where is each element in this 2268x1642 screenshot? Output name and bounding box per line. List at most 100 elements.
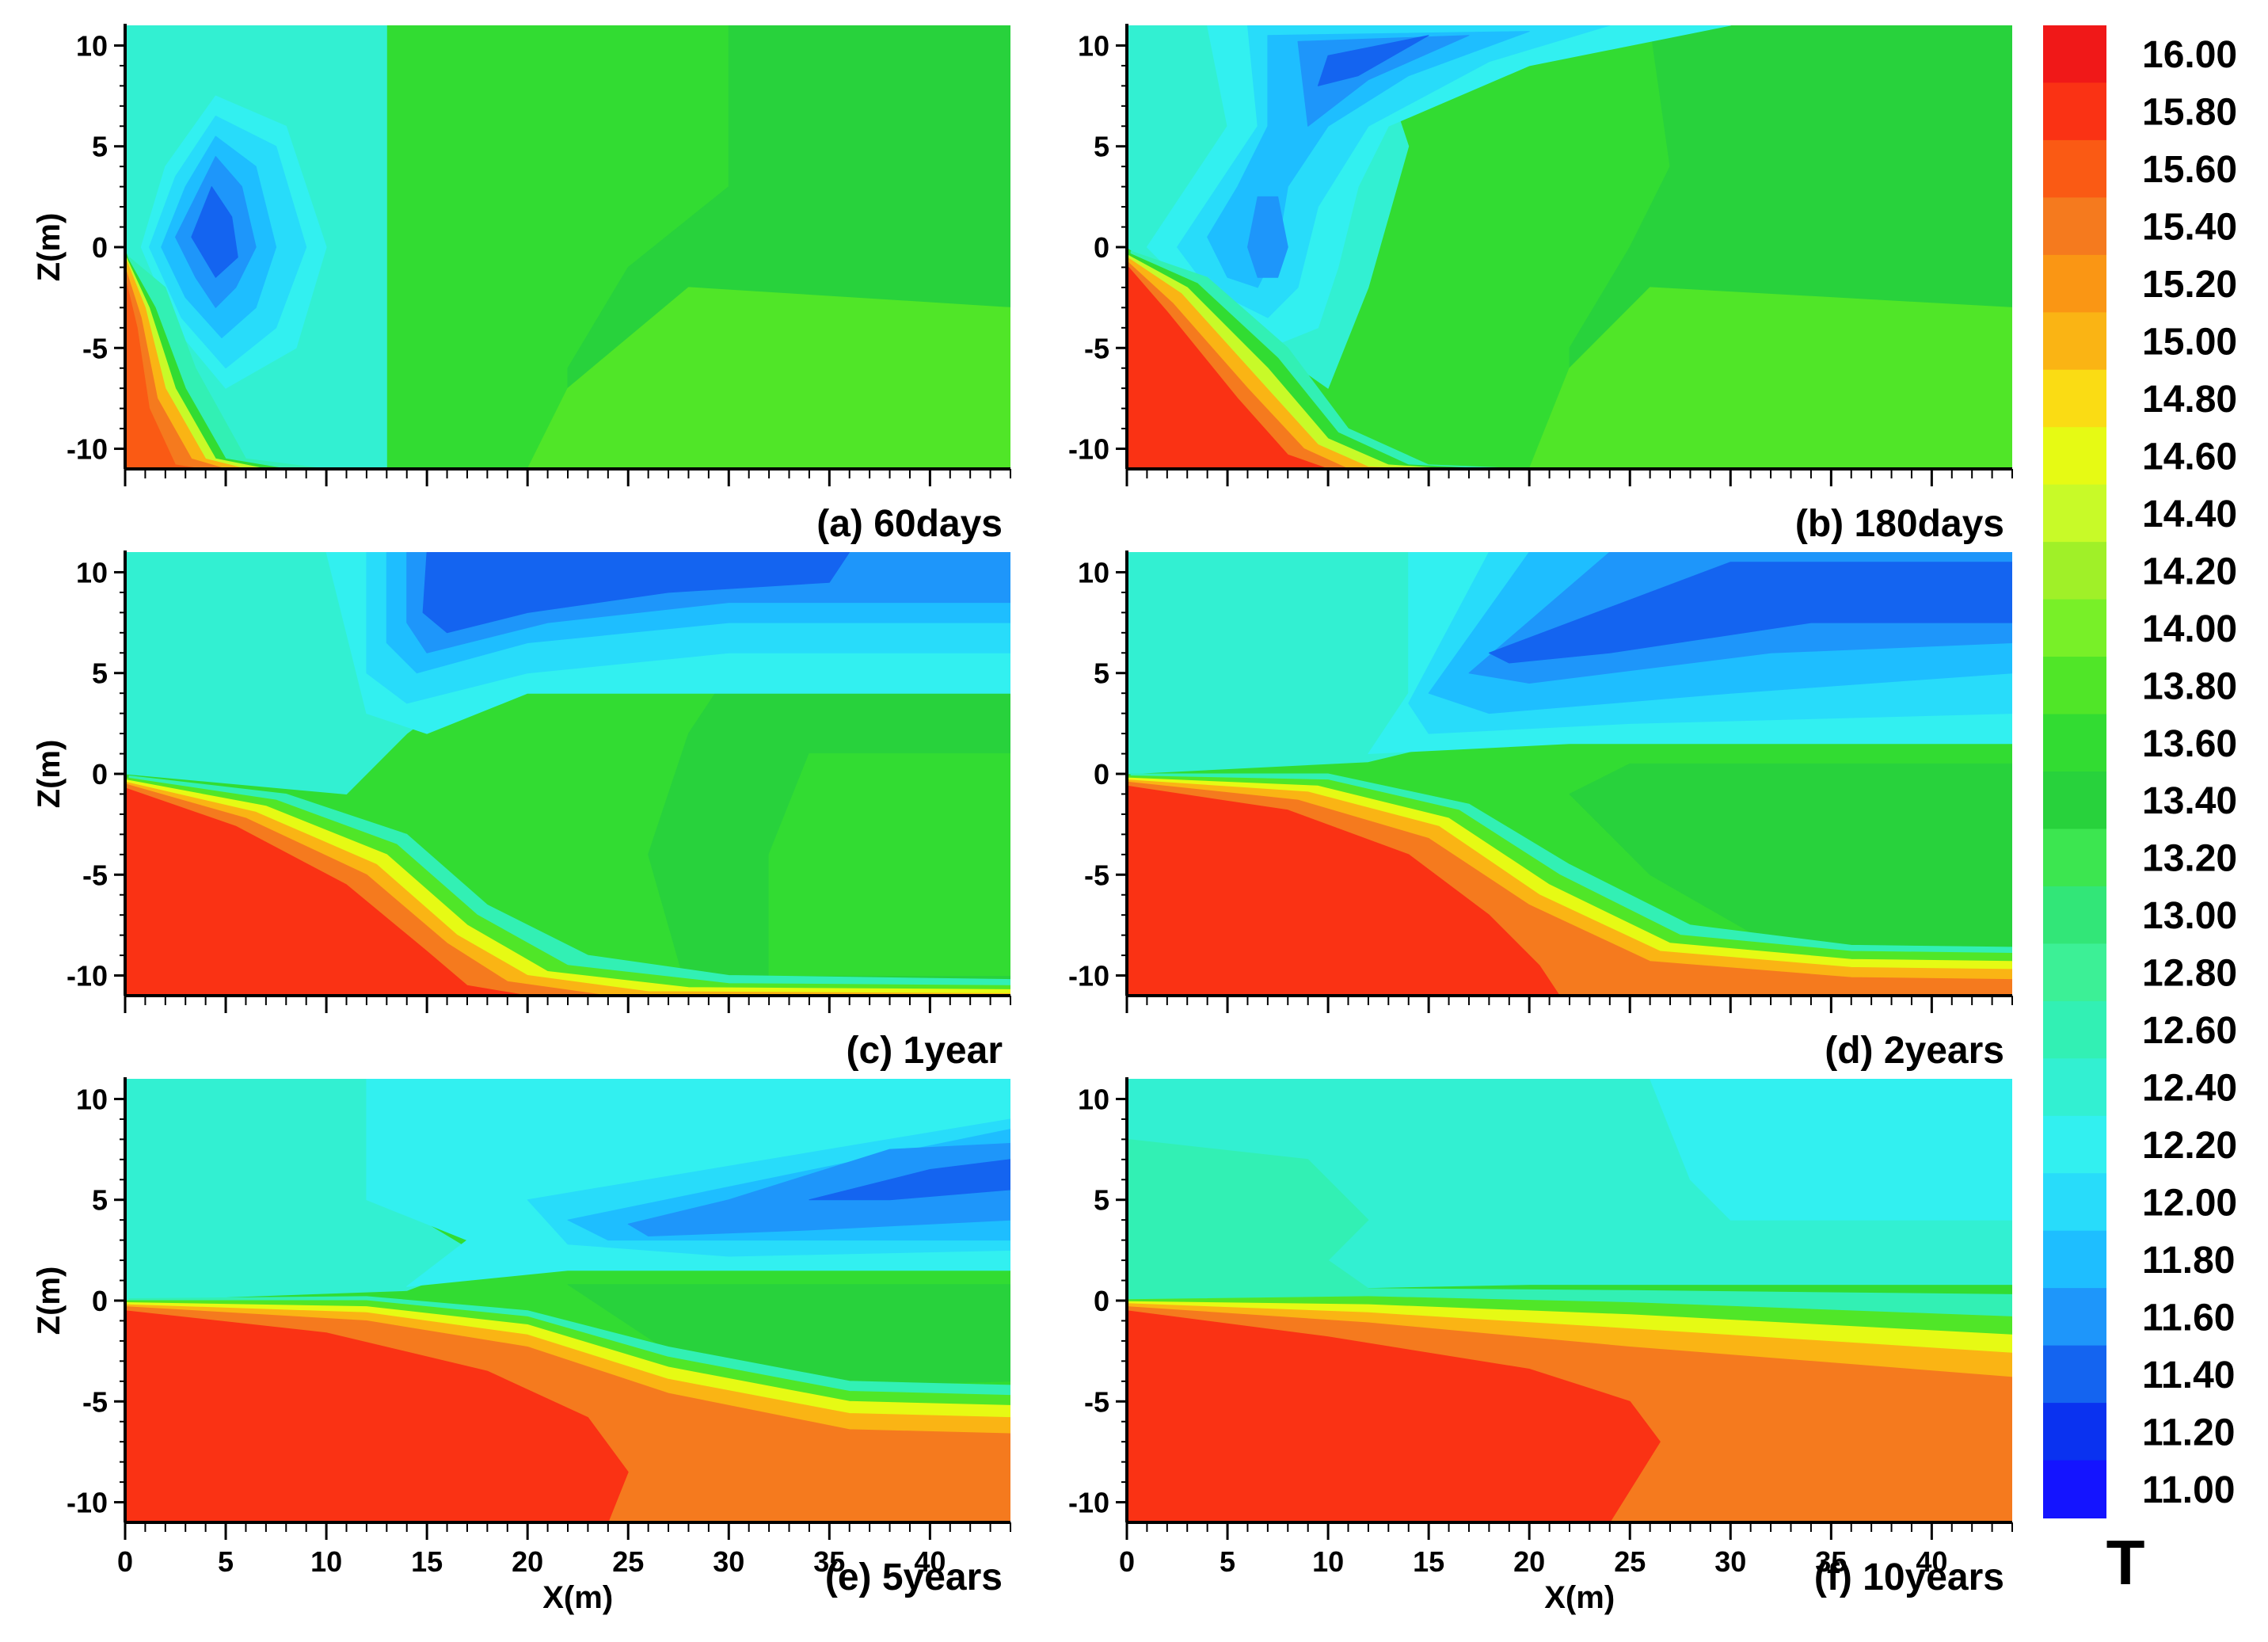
y-tick-label: 5 [1094,131,1109,163]
y-axis-label: Z(m) [32,740,67,809]
contour-band [125,1310,629,1522]
colorbar-label: 11.20 [2142,1412,2235,1453]
colorbar-swatch [2043,197,2106,256]
panel-caption: (e) 5years [825,1556,1003,1598]
contour-band [1247,196,1288,278]
x-tick-label: 20 [1513,1545,1545,1578]
colorbar-label: 13.40 [2142,780,2237,822]
contour-band [125,787,528,996]
colorbar-swatch [2043,1230,2106,1290]
colorbar-label: 11.60 [2142,1297,2235,1339]
panel-1: 10 5 0 -5 -10 Z(m) (a) 60days [32,24,1011,545]
colorbar-title: T [2106,1527,2145,1598]
x-axis-label: X(m) [1544,1580,1615,1615]
colorbar-swatch [2043,82,2106,141]
colorbar-swatch [2043,1115,2106,1175]
colorbar-swatch [2043,829,2106,887]
colorbar-label: 14.80 [2142,379,2237,421]
contour-band [1650,1079,2012,1221]
y-tick-label: 0 [92,231,108,264]
y-tick-label: 5 [92,1184,108,1217]
colorbar-swatch [2043,369,2106,429]
colorbar-label: 12.40 [2142,1068,2237,1110]
colorbar-label: 15.20 [2142,264,2237,306]
y-tick-label: -5 [1084,1385,1109,1418]
x-tick-label: 10 [1312,1545,1344,1578]
y-tick-label: 10 [76,29,108,62]
y-tick-label: 10 [1078,556,1109,589]
x-tick-label: 15 [1413,1545,1444,1578]
colorbar-swatch [2043,139,2106,199]
colorbar-swatch [2043,1288,2106,1347]
y-tick-label: 5 [92,131,108,163]
colorbar: 16.00 15.80 15.60 15.40 15.20 15.00 14.80 14.60… [2043,25,2237,1598]
y-tick-label: -10 [1068,433,1109,466]
contour-field [1127,25,2012,469]
x-tick-label: 35 [1815,1545,1847,1578]
colorbar-label: 11.40 [2142,1354,2235,1396]
contour-field [1127,552,2012,996]
y-axis-label: Z(m) [32,1267,67,1335]
contour-band [422,552,850,634]
y-tick-label: -5 [82,332,108,364]
x-axis-label: X(m) [542,1580,613,1615]
x-tick-label: 25 [1614,1545,1646,1578]
x-tick-label: 5 [218,1545,234,1578]
contour-band [1488,562,2012,664]
y-tick-label: 0 [1094,231,1109,264]
colorbar-swatch [2043,1345,2106,1404]
colorbar-label: 12.60 [2142,1010,2237,1052]
y-tick-label: 5 [92,657,108,690]
x-tick-label: 40 [1916,1545,1947,1578]
colorbar-label: 15.80 [2142,92,2237,134]
x-tick-label: 30 [713,1545,744,1578]
contour-band [627,1143,1010,1236]
panel-6: 10 5 0 -5 -10 0 5 10 15 20 25 30 35 40 X(m) (f) 10years [1068,1077,2013,1615]
colorbar-label: 16.00 [2142,34,2237,76]
panel-caption: (d) 2years [1825,1030,2004,1072]
colorbar-swatch [2043,542,2106,600]
y-tick-label: 10 [76,556,108,589]
contour-band [1127,265,1329,469]
colorbar-label: 11.00 [2142,1469,2235,1511]
colorbar-swatch [2043,1173,2106,1232]
contour-band [809,1159,1010,1201]
y-tick-label: -10 [67,433,108,466]
y-tick-label: 0 [1094,1285,1109,1317]
y-tick-label: -5 [82,1385,108,1418]
x-tick-label: 30 [1714,1545,1746,1578]
contour-band [1528,287,2012,469]
panel-caption: (b) 180days [1795,503,2004,545]
colorbar-swatch [2043,886,2106,945]
colorbar-swatch [2043,312,2106,371]
y-tick-label: -10 [67,960,108,992]
colorbar-swatch [2043,599,2106,658]
panel-caption: (f) 10years [1814,1556,2004,1598]
colorbar-label: 14.60 [2142,436,2237,478]
contour-band [768,753,1010,976]
colorbar-swatch [2043,25,2106,84]
contour-band [1127,1138,1369,1301]
colorbar-swatch [2043,714,2106,772]
colorbar-label: 15.60 [2142,149,2237,191]
colorbar-label: 12.80 [2142,953,2237,995]
y-tick-label: -5 [1084,859,1109,891]
colorbar-label: 12.00 [2142,1182,2237,1224]
x-tick-label: 15 [411,1545,443,1578]
contour-band [527,287,1010,469]
y-tick-label: 5 [1094,1184,1109,1217]
y-tick-label: -10 [1068,960,1109,992]
colorbar-swatch [2043,943,2106,1002]
contour-field [125,1079,1010,1522]
y-tick-label: -10 [67,1487,108,1519]
y-tick-label: -5 [82,859,108,891]
y-axis-label: Z(m) [32,213,67,282]
colorbar-label: 13.80 [2142,665,2237,707]
contour-field [125,25,1010,469]
colorbar-swatch [2043,1058,2106,1117]
contour-field [125,552,1010,996]
panel-5: 10 5 0 -5 -10 0 5 10 15 20 25 30 35 40 X(m) Z(m) (e) 5ye… [32,1077,1011,1615]
y-tick-label: 0 [92,758,108,791]
colorbar-swatch [2043,1460,2106,1518]
y-tick-label: 0 [1094,758,1109,791]
